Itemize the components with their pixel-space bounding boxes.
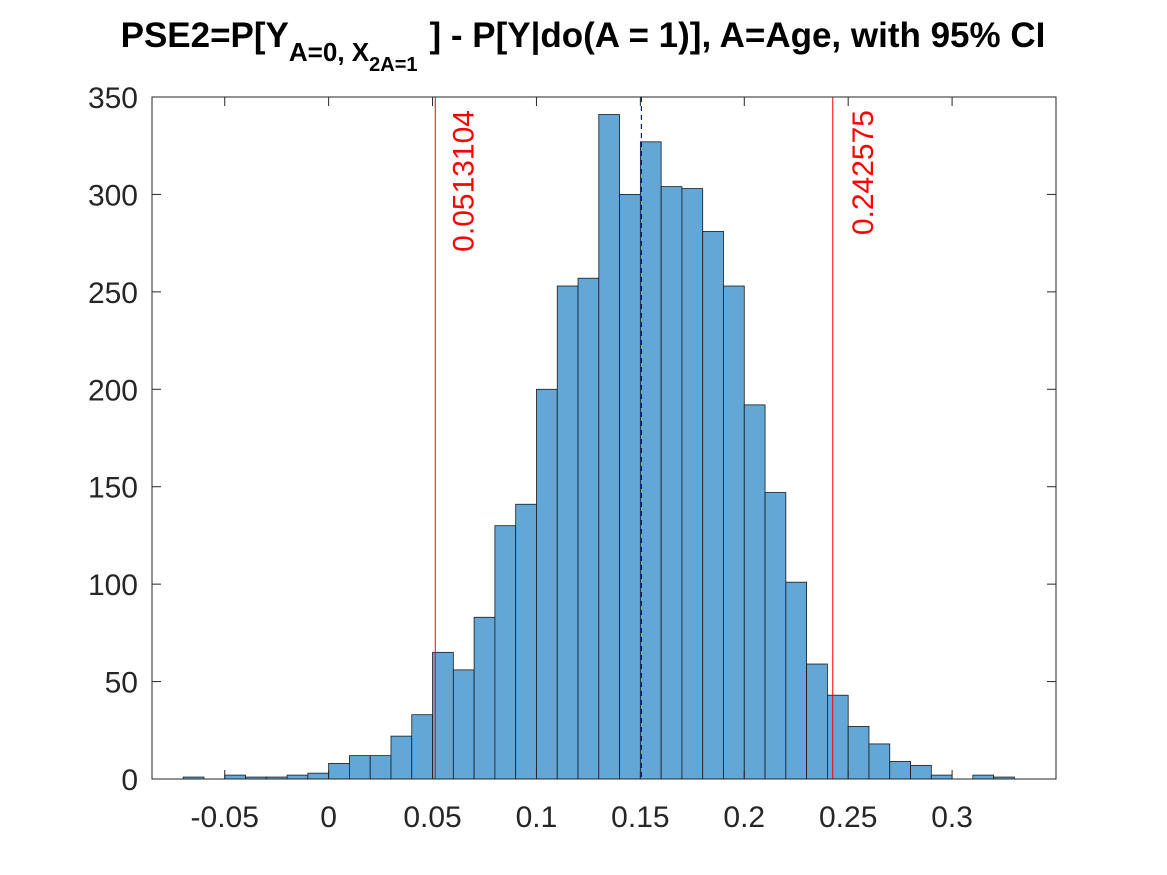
histogram-bar <box>598 114 620 780</box>
histogram-bar <box>910 764 932 780</box>
bars-group <box>182 114 1015 780</box>
x-tick-label: 0 <box>320 801 337 834</box>
histogram-bar <box>702 231 724 780</box>
histogram-bar <box>556 285 579 780</box>
histogram-bar <box>619 194 641 780</box>
y-tick-label: 50 <box>105 667 138 700</box>
x-tick-label: -0.05 <box>191 801 259 834</box>
histogram-bar <box>930 774 953 780</box>
y-tick-label: 350 <box>88 82 138 115</box>
y-tick-label: 200 <box>88 374 138 407</box>
histogram-bar <box>889 761 911 780</box>
histogram-bar <box>847 725 870 780</box>
histogram-bar <box>681 188 704 780</box>
y-axis: 0 50 100 150 200 250 300 350 <box>88 82 1056 797</box>
histogram-bar <box>723 285 745 780</box>
histogram-bar <box>764 492 787 780</box>
histogram-bar <box>473 616 496 780</box>
histogram-bar <box>639 141 662 780</box>
histogram-bar <box>577 277 600 780</box>
plot-area: 0.0513104 0.242575 -0.05 0 0.05 0.1 0.15 0.2 0.2… <box>88 82 1057 834</box>
x-tick-label: 0.2 <box>723 801 765 834</box>
histogram-bar <box>494 525 517 780</box>
y-tick-label: 100 <box>88 569 138 602</box>
histogram-bar <box>806 663 828 780</box>
histogram-bar <box>411 714 433 780</box>
x-tick-label: 0.05 <box>403 801 461 834</box>
ci-upper-label: 0.242575 <box>847 110 880 235</box>
x-tick-label: 0.3 <box>931 801 973 834</box>
title-subscript: A=0, X <box>289 37 370 67</box>
histogram-bar <box>452 669 475 780</box>
histogram-bar <box>827 694 849 780</box>
histogram-bar <box>286 774 309 780</box>
x-tick-label: 0.15 <box>611 801 669 834</box>
x-tick-label: 0.25 <box>819 801 877 834</box>
histogram-bar <box>972 774 995 780</box>
title-sub-subscript: 2A=1 <box>369 54 417 76</box>
histogram-bar <box>369 755 392 780</box>
histogram-bar <box>785 581 808 780</box>
y-tick-label: 0 <box>121 764 138 797</box>
histogram-bar <box>515 503 537 780</box>
histogram-bar <box>660 186 683 780</box>
x-tick-label: 0.1 <box>516 801 558 834</box>
histogram-bar <box>536 388 558 780</box>
histogram-bar <box>349 755 371 780</box>
histogram-bar <box>224 774 246 780</box>
y-tick-label: 150 <box>88 472 138 505</box>
chart-title: PSE2=P[YA=0, X2A=1 ] - P[Y|do(A = 1)], A=… <box>121 16 1046 76</box>
ci-lower-label: 0.0513104 <box>447 110 480 252</box>
histogram-bar <box>868 743 891 780</box>
histogram-bar <box>307 772 330 780</box>
x-axis: -0.05 0 0.05 0.1 0.15 0.2 0.25 0.3 <box>191 97 973 834</box>
histogram-bar <box>328 763 350 780</box>
y-tick-label: 300 <box>88 179 138 212</box>
title-suffix: ] - P[Y|do(A = 1)], A=Age, with 95% CI <box>430 16 1046 55</box>
title-prefix: PSE2=P[Y <box>121 16 289 55</box>
histogram-bar <box>743 404 766 780</box>
y-tick-label: 250 <box>88 277 138 310</box>
axes-box <box>151 96 1057 780</box>
histogram-bar <box>390 735 413 780</box>
